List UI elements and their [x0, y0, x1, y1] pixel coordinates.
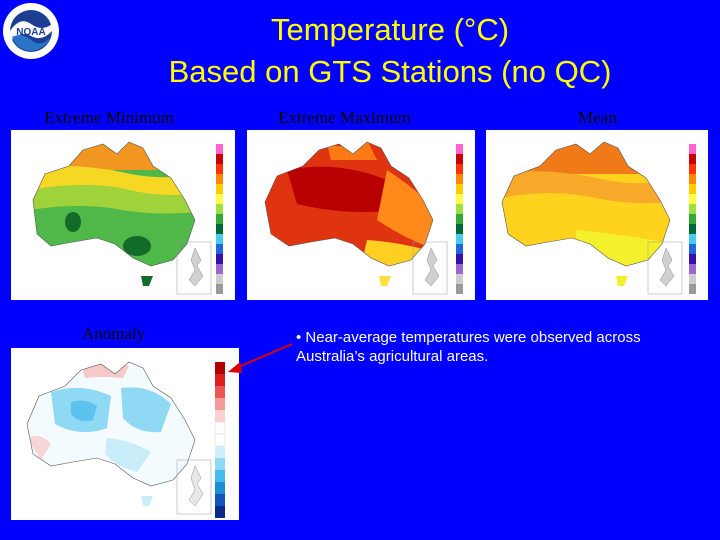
- extreme-minimum-map: [11, 130, 235, 300]
- svg-text:NOAA: NOAA: [16, 27, 45, 38]
- mean-temperature-map: [486, 130, 708, 300]
- anomaly-map: [11, 348, 239, 520]
- extreme-maximum-map: [247, 130, 475, 300]
- noaa-logo-icon: NOAA: [3, 3, 59, 59]
- slide-title-line2: Based on GTS Stations (no QC): [168, 54, 612, 89]
- extreme-maximum-label: Extreme Maximum: [278, 108, 411, 127]
- extreme-minimum-label: Extreme Minimum: [44, 108, 174, 127]
- slide-title-line1: Temperature (°C): [270, 12, 510, 47]
- anomaly-label: Anomaly: [82, 324, 146, 343]
- mean-label: Mean: [578, 108, 617, 127]
- observation-note: • Near-average temperatures were observe…: [296, 329, 641, 365]
